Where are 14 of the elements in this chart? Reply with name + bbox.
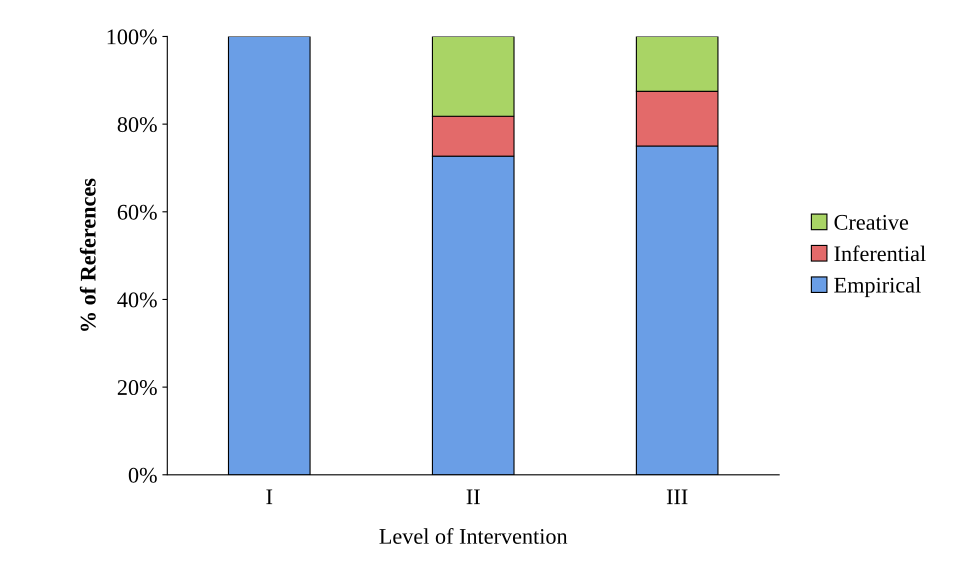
- legend-label: Inferential: [834, 245, 926, 262]
- y-tick-label: 0%: [128, 468, 157, 483]
- y-tick-label: 60%: [118, 204, 157, 220]
- y-tick-label: 100%: [108, 29, 157, 44]
- x-tick-label: I: [266, 490, 272, 504]
- y-tick-label: 40%: [117, 292, 157, 308]
- legend-label: Empirical: [834, 277, 921, 298]
- y-tick-label: 80%: [118, 117, 157, 132]
- y-axis-title: % of References: [80, 178, 96, 331]
- x-tick-label: III: [666, 490, 688, 504]
- x-tick-label: II: [466, 490, 480, 504]
- y-tick-label: 20%: [118, 380, 157, 396]
- x-axis-title: Level of Intervention: [379, 528, 568, 544]
- legend-label: Creative: [834, 214, 908, 230]
